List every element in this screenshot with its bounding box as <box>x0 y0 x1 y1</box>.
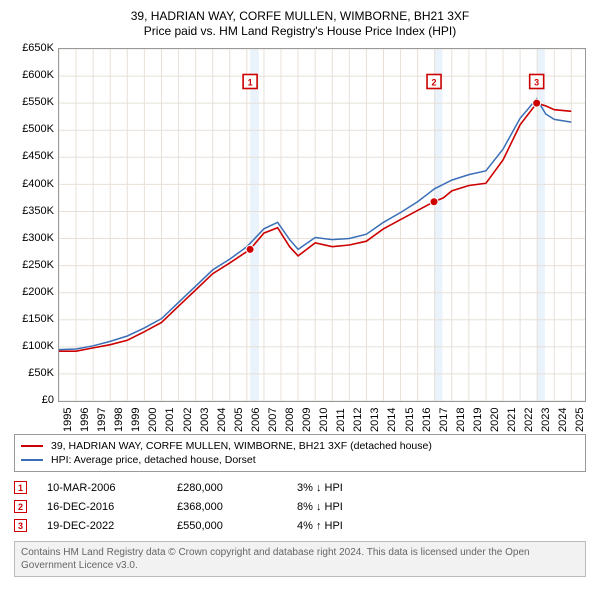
x-tick-label: 2018 <box>455 408 467 432</box>
y-tick-label: £650K <box>22 42 54 54</box>
sale-date: 10-MAR-2006 <box>47 482 157 494</box>
y-tick-label: £50K <box>28 367 54 379</box>
y-tick-label: £400K <box>22 178 54 190</box>
chart-svg: 1 2 3 <box>59 49 585 401</box>
y-tick-label: £600K <box>22 69 54 81</box>
legend-item: HPI: Average price, detached house, Dors… <box>21 453 579 467</box>
x-tick-label: 1997 <box>96 408 108 432</box>
x-tick-label: 2017 <box>438 408 450 432</box>
x-tick-label: 2013 <box>369 408 381 432</box>
sale-date: 16-DEC-2016 <box>47 501 157 513</box>
plot-region: 1 2 3 <box>58 48 586 402</box>
sale-price: £368,000 <box>177 501 277 513</box>
x-tick-label: 2007 <box>267 408 279 432</box>
legend-swatch <box>21 459 43 461</box>
y-tick-label: £100K <box>22 340 54 352</box>
x-tick-label: 2009 <box>301 408 313 432</box>
y-tick-label: £500K <box>22 123 54 135</box>
y-tick-label: £550K <box>22 96 54 108</box>
x-tick-label: 2014 <box>386 408 398 432</box>
y-tick-label: £0 <box>42 394 54 406</box>
sale-row: 1 10-MAR-2006 £280,000 3% ↓ HPI <box>14 478 586 497</box>
legend-item: 39, HADRIAN WAY, CORFE MULLEN, WIMBORNE,… <box>21 439 579 453</box>
chart-title-line1: 39, HADRIAN WAY, CORFE MULLEN, WIMBORNE,… <box>12 8 588 24</box>
legend-label: 39, HADRIAN WAY, CORFE MULLEN, WIMBORNE,… <box>51 440 432 452</box>
x-tick-label: 1996 <box>79 408 91 432</box>
y-tick-label: £150K <box>22 313 54 325</box>
svg-text:1: 1 <box>248 78 253 88</box>
x-tick-label: 2008 <box>284 408 296 432</box>
x-axis-labels: 1995199619971998199920002001200220032004… <box>58 404 586 424</box>
x-tick-label: 2000 <box>147 408 159 432</box>
x-tick-label: 1998 <box>113 408 125 432</box>
page-wrap: 39, HADRIAN WAY, CORFE MULLEN, WIMBORNE,… <box>0 0 600 590</box>
sale-diff: 4% ↑ HPI <box>297 520 397 532</box>
x-tick-label: 2025 <box>574 408 586 432</box>
sale-row: 3 19-DEC-2022 £550,000 4% ↑ HPI <box>14 516 586 535</box>
x-tick-label: 2022 <box>523 408 535 432</box>
svg-text:3: 3 <box>534 78 539 88</box>
sale-marker-icon: 1 <box>14 481 27 494</box>
x-tick-label: 2012 <box>352 408 364 432</box>
x-tick-label: 2019 <box>472 408 484 432</box>
sale-diff: 3% ↓ HPI <box>297 482 397 494</box>
x-tick-label: 2005 <box>233 408 245 432</box>
sale-marker-icon: 2 <box>14 500 27 513</box>
sale-row: 2 16-DEC-2016 £368,000 8% ↓ HPI <box>14 497 586 516</box>
x-tick-label: 1999 <box>130 408 142 432</box>
legend-label: HPI: Average price, detached house, Dors… <box>51 454 256 466</box>
x-tick-label: 2006 <box>250 408 262 432</box>
x-tick-label: 2024 <box>557 408 569 432</box>
sale-price: £550,000 <box>177 520 277 532</box>
y-tick-label: £200K <box>22 286 54 298</box>
x-tick-label: 1995 <box>62 408 74 432</box>
y-tick-label: £250K <box>22 259 54 271</box>
sale-price: £280,000 <box>177 482 277 494</box>
x-tick-label: 2016 <box>421 408 433 432</box>
x-tick-label: 2011 <box>335 409 347 433</box>
attribution-box: Contains HM Land Registry data © Crown c… <box>14 541 586 577</box>
x-tick-label: 2020 <box>489 408 501 432</box>
sale-marker-icon: 3 <box>14 519 27 532</box>
svg-text:2: 2 <box>432 78 437 88</box>
sales-list: 1 10-MAR-2006 £280,000 3% ↓ HPI 2 16-DEC… <box>14 478 586 535</box>
sale-date: 19-DEC-2022 <box>47 520 157 532</box>
x-tick-label: 2001 <box>164 408 176 432</box>
sale-diff: 8% ↓ HPI <box>297 501 397 513</box>
y-tick-label: £350K <box>22 205 54 217</box>
y-tick-label: £300K <box>22 232 54 244</box>
y-tick-label: £450K <box>22 150 54 162</box>
x-tick-label: 2023 <box>540 408 552 432</box>
x-tick-label: 2004 <box>216 408 228 432</box>
y-axis-labels: £0 £50K £100K £150K £200K £250K £300K £350K £400… <box>12 44 56 424</box>
x-tick-label: 2003 <box>199 408 211 432</box>
legend-box: 39, HADRIAN WAY, CORFE MULLEN, WIMBORNE,… <box>14 434 586 472</box>
chart-area: £0 £50K £100K £150K £200K £250K £300K £350K £400… <box>12 44 588 424</box>
x-tick-label: 2002 <box>182 408 194 432</box>
chart-title-line2: Price paid vs. HM Land Registry's House … <box>12 24 588 38</box>
x-tick-label: 2010 <box>318 408 330 432</box>
x-tick-label: 2015 <box>404 408 416 432</box>
x-tick-label: 2021 <box>506 408 518 432</box>
legend-swatch <box>21 445 43 447</box>
